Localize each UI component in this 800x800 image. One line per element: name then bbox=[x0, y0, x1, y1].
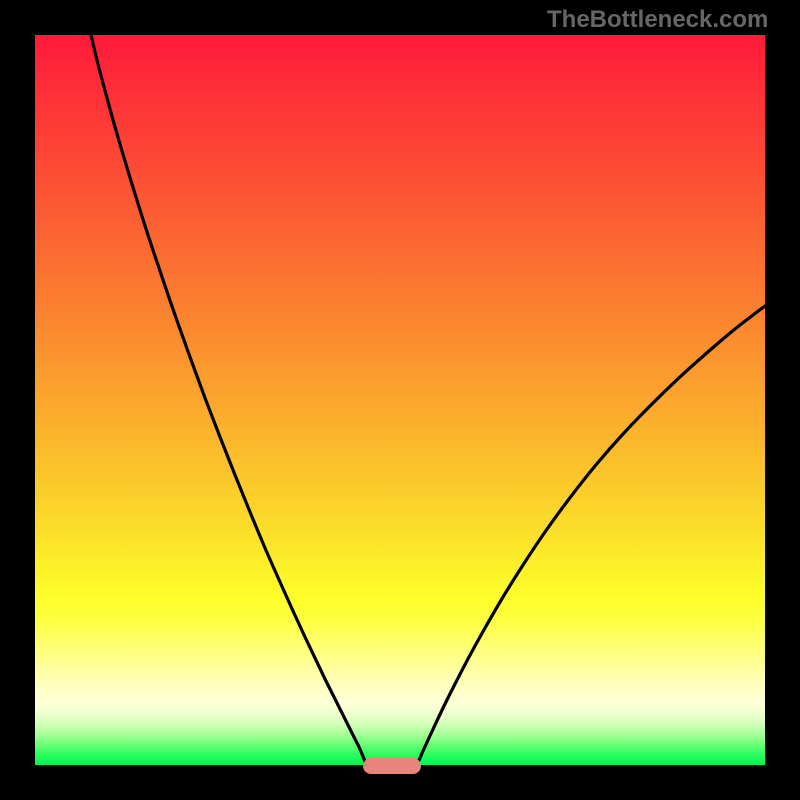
outer-frame: TheBottleneck.com bbox=[0, 0, 800, 800]
watermark-text: TheBottleneck.com bbox=[547, 6, 768, 34]
bottleneck-marker bbox=[363, 758, 421, 774]
curve-layer bbox=[0, 0, 800, 800]
left-curve bbox=[91, 35, 365, 762]
right-curve bbox=[418, 306, 765, 762]
